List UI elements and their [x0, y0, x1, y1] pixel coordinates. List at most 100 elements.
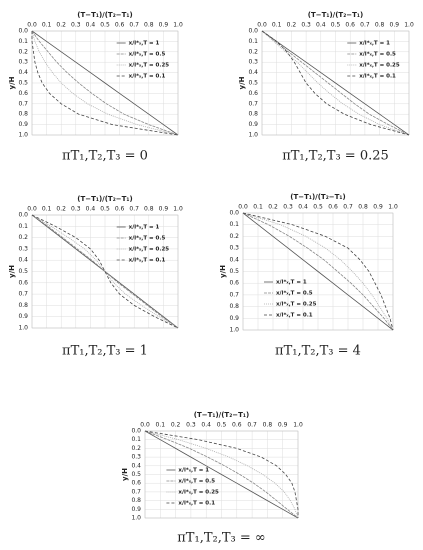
chart-title: πT₁,T₂,T₃ = 0 — [62, 149, 148, 164]
x-tick-label: 0.9 — [159, 22, 169, 29]
x-tick-label: 0.0 — [27, 206, 37, 213]
x-tick-label: 0.8 — [144, 206, 154, 213]
y-tick-label: 0.8 — [18, 111, 28, 118]
series-line — [261, 30, 410, 136]
y-tick-label: 0.4 — [248, 69, 258, 76]
chart-title: πT₁,T₂,T₃ = ∞ — [177, 531, 265, 546]
x-tick-label: 0.7 — [129, 22, 139, 29]
plot-frame — [31, 214, 179, 329]
x-tick-label: 0.1 — [253, 204, 263, 211]
series-line — [144, 430, 299, 518]
x-tick-label: 0.4 — [86, 206, 96, 213]
x-tick-label: 0.3 — [71, 206, 81, 213]
y-tick-label: 0.9 — [248, 121, 258, 128]
y-tick-label: 0.0 — [18, 212, 28, 219]
legend-label: x/l*ₓ,T = 1 — [276, 280, 307, 286]
x-tick-label: 0.0 — [140, 422, 150, 429]
legend-label: x/l*ₓ,T = 1 — [129, 41, 160, 47]
series-line — [261, 30, 410, 136]
x-tick-label: 0.1 — [272, 22, 282, 29]
y-tick-label: 0.4 — [131, 462, 141, 469]
chart: 0.0 0.1 0.2 0.3 0.4 0.5 0.6 0.7 0.8 0.9 1.00.00.10… — [121, 411, 303, 546]
y-tick-label: 0.8 — [131, 497, 141, 504]
x-tick-label: 0.2 — [56, 22, 66, 29]
plot-frame — [242, 212, 394, 331]
y-tick-label: 0.9 — [18, 121, 28, 128]
y-tick-label: 0.2 — [18, 48, 28, 55]
x-tick-label: 0.1 — [156, 422, 166, 429]
x-axis-label: (T−T₁)/(T₂−T₁) — [77, 11, 132, 19]
y-tick-label: 1.0 — [248, 132, 258, 139]
x-tick-label: 0.3 — [301, 22, 311, 29]
y-tick-label: 0.9 — [229, 315, 239, 322]
y-tick-label: 0.1 — [18, 223, 28, 230]
x-tick-label: 0.6 — [345, 22, 355, 29]
y-tick-label: 0.0 — [229, 210, 239, 217]
x-tick-label: 0.8 — [358, 204, 368, 211]
x-tick-label: 1.0 — [293, 422, 303, 429]
x-tick-label: 0.3 — [71, 22, 81, 29]
y-tick-label: 0.7 — [18, 291, 28, 298]
y-tick-label: 0.5 — [229, 268, 239, 275]
y-tick-label: 0.1 — [248, 38, 258, 45]
legend-label: x/l*ₓ,T = 1 — [129, 225, 160, 231]
y-tick-label: 0.3 — [248, 59, 258, 66]
series-line — [261, 30, 410, 136]
x-axis-label: (T−T₁)/(T₂−T₁) — [308, 11, 363, 19]
y-axis-label: y/H — [238, 76, 246, 89]
y-tick-label: 0.7 — [248, 100, 258, 107]
y-tick-label: 0.2 — [229, 233, 239, 240]
x-tick-label: 0.4 — [86, 22, 96, 29]
y-tick-label: 0.6 — [248, 90, 258, 97]
y-tick-label: 0.1 — [229, 221, 239, 228]
y-tick-label: 0.5 — [18, 268, 28, 275]
legend-label: x/l*ₓ,T = 0.1 — [276, 313, 313, 319]
x-tick-label: 0.0 — [238, 204, 248, 211]
y-tick-label: 0.9 — [131, 506, 141, 513]
x-tick-label: 0.0 — [257, 22, 267, 29]
plot-frame — [144, 430, 299, 519]
chart: 0.0 0.1 0.2 0.3 0.4 0.5 0.6 0.7 0.8 0.9 1.00.00.10… — [8, 195, 183, 359]
series-line — [31, 214, 179, 329]
series-line — [31, 30, 179, 136]
chart: 0.0 0.1 0.2 0.3 0.4 0.5 0.6 0.7 0.8 0.9 1.00.00.10… — [238, 11, 414, 164]
y-tick-label: 1.0 — [131, 515, 141, 522]
legend-label: x/l*ₓ,T = 0.25 — [178, 490, 219, 496]
y-axis-label: y/H — [219, 265, 227, 278]
x-tick-label: 0.7 — [343, 204, 353, 211]
x-tick-label: 0.5 — [217, 422, 227, 429]
series-line — [31, 30, 179, 136]
y-tick-label: 0.7 — [131, 488, 141, 495]
x-tick-label: 1.0 — [173, 22, 183, 29]
legend-label: x/l*ₓ,T = 0.5 — [129, 52, 166, 58]
y-tick-label: 0.3 — [18, 245, 28, 252]
series-line — [242, 212, 394, 331]
x-tick-label: 0.4 — [316, 22, 326, 29]
x-tick-label: 0.2 — [56, 206, 66, 213]
x-tick-label: 0.3 — [186, 422, 196, 429]
x-tick-label: 0.4 — [201, 422, 211, 429]
y-tick-label: 0.0 — [18, 28, 28, 35]
x-tick-label: 1.0 — [173, 206, 183, 213]
x-tick-label: 0.6 — [232, 422, 242, 429]
chart: 0.0 0.1 0.2 0.3 0.4 0.5 0.6 0.7 0.8 0.9 1.00.00.10… — [8, 11, 183, 164]
x-tick-label: 1.0 — [388, 204, 398, 211]
series-line — [31, 31, 179, 136]
y-tick-label: 0.3 — [229, 245, 239, 252]
y-tick-label: 0.6 — [18, 90, 28, 97]
y-tick-label: 0.0 — [248, 28, 258, 35]
y-tick-label: 1.0 — [18, 325, 28, 332]
y-tick-label: 0.7 — [229, 291, 239, 298]
x-axis-label: (T−T₁)/(T₂−T₁) — [290, 193, 345, 201]
y-tick-label: 0.1 — [131, 436, 141, 443]
y-tick-label: 0.5 — [18, 80, 28, 87]
x-tick-label: 0.7 — [129, 206, 139, 213]
legend-label: x/l*ₓ,T = 1 — [359, 41, 390, 47]
chart-title: πT₁,T₂,T₃ = 4 — [275, 344, 361, 359]
y-tick-label: 0.3 — [131, 454, 141, 461]
series-line — [261, 30, 410, 136]
x-tick-label: 0.8 — [263, 422, 273, 429]
x-tick-label: 0.1 — [42, 206, 52, 213]
y-tick-label: 0.1 — [18, 38, 28, 45]
legend-label: x/l*ₓ,T = 0.5 — [276, 291, 313, 297]
